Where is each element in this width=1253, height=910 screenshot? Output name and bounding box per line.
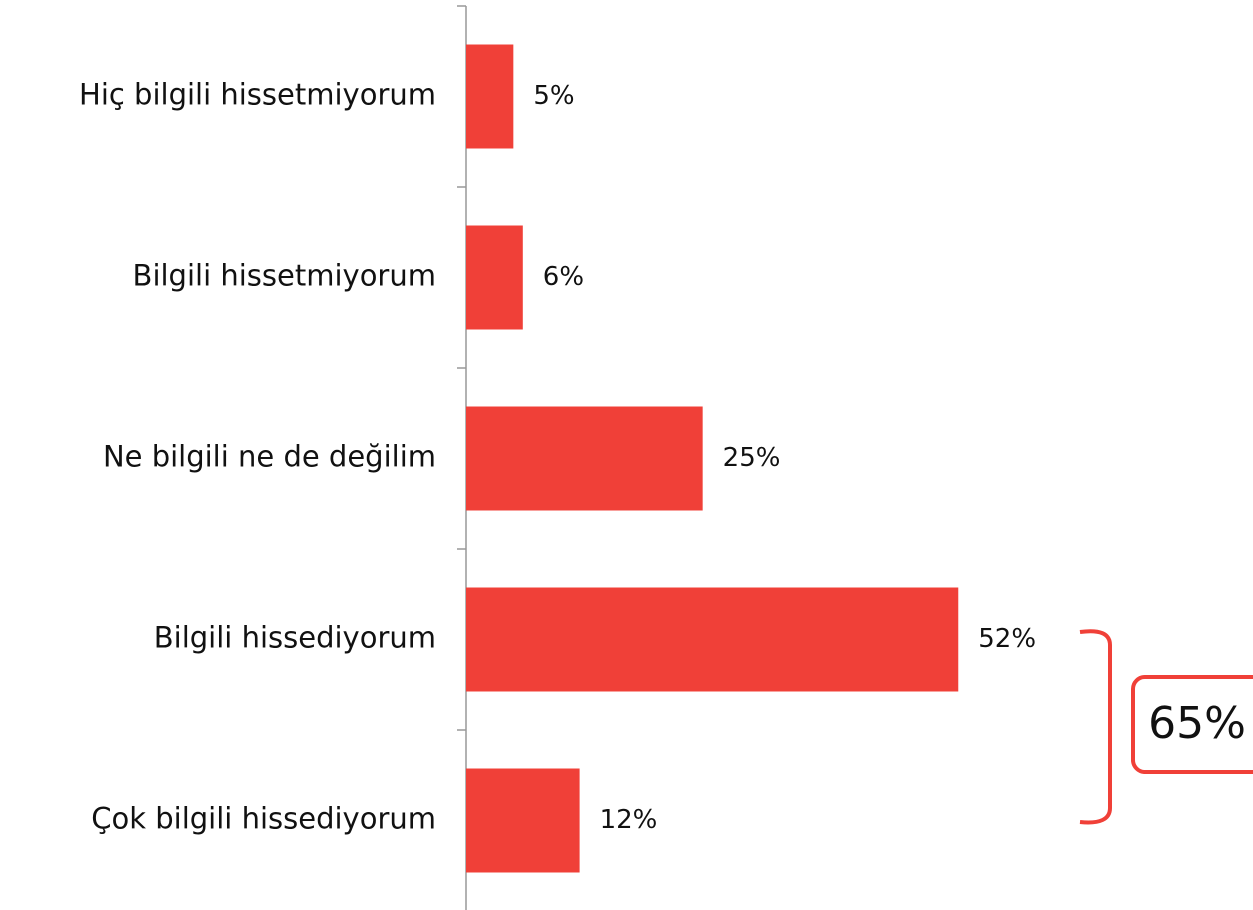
value-label: 12% <box>600 805 658 835</box>
bar <box>466 225 523 330</box>
category-label: Ne bilgili ne de değilim <box>103 440 436 474</box>
value-label: 5% <box>533 81 574 111</box>
value-label: 6% <box>543 262 584 292</box>
annotation: 65% <box>1148 698 1246 749</box>
bracket <box>1079 629 1112 825</box>
bar <box>466 406 703 511</box>
category-label: Çok bilgili hissediyorum <box>91 802 436 836</box>
category-label: Hiç bilgili hissetmiyorum <box>79 78 436 112</box>
bar <box>466 768 580 873</box>
value-label: 52% <box>978 624 1036 654</box>
bar <box>466 587 959 692</box>
category-label: Bilgili hissetmiyorum <box>133 259 436 293</box>
value-label: 25% <box>723 443 781 473</box>
annotation-box <box>1131 675 1253 774</box>
bar <box>466 44 514 149</box>
category-label: Bilgili hissediyorum <box>154 621 436 655</box>
